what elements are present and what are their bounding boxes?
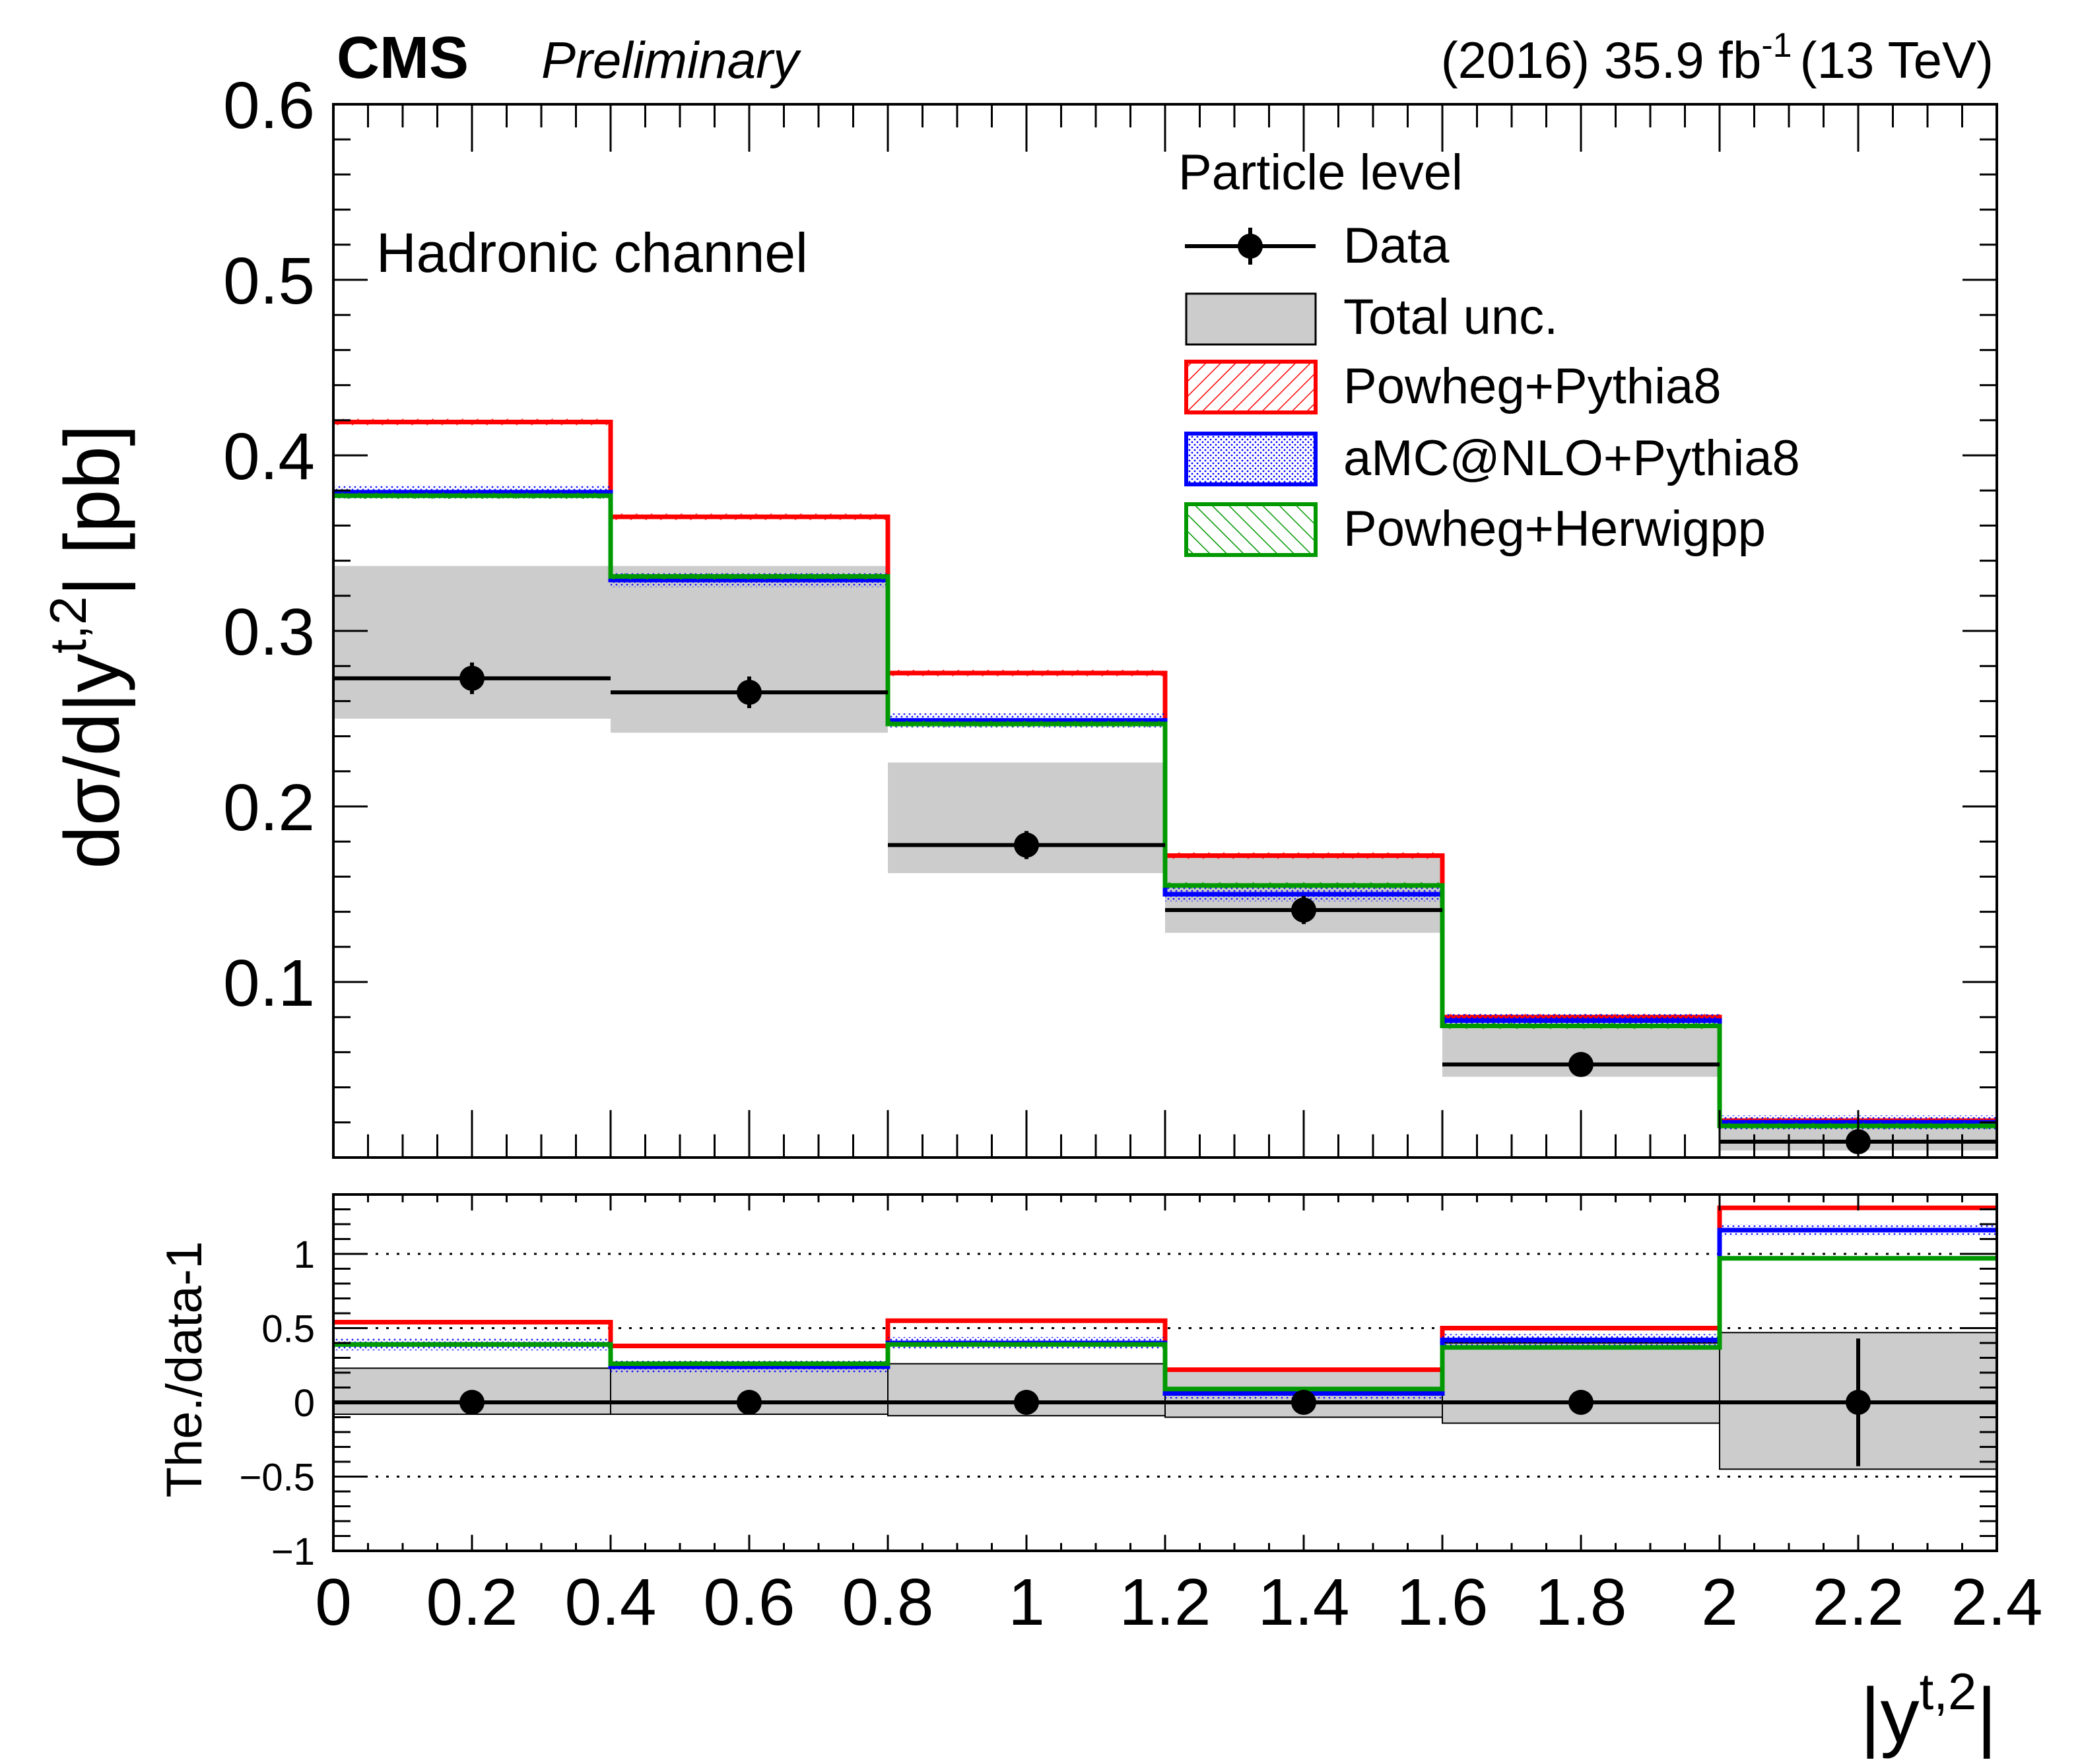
x-tick-label: 0	[315, 1565, 352, 1639]
main-y-axis-title: dσ/d|yt,2| [pb]	[39, 424, 136, 869]
main-frame	[332, 103, 1998, 1159]
y-tick-label: 0.1	[223, 946, 315, 1020]
data-point	[737, 1390, 762, 1415]
legend-label-amcatnlo-pythia8: aMC@NLO+Pythia8	[1343, 430, 1800, 486]
x-tick-label: 1.2	[1119, 1565, 1211, 1639]
legend-entry-total-unc: Total unc.	[1185, 289, 1558, 346]
x-tick-label: 0.6	[703, 1565, 795, 1639]
x-tick-label: 1.6	[1396, 1565, 1488, 1639]
legend-label-data: Data	[1343, 218, 1450, 274]
y-tick-label: −1	[271, 1530, 315, 1573]
legend-label-powheg-pythia8: Powheg+Pythia8	[1343, 358, 1722, 414]
powheg_herwigpp-line	[333, 493, 1997, 1128]
y-tick-label: 0	[294, 1382, 315, 1425]
powheg_herwigpp-line	[333, 1256, 1997, 1392]
data-point	[1014, 1390, 1039, 1415]
y-tick-label: −0.5	[240, 1456, 316, 1499]
data-point	[459, 665, 485, 691]
main-panel: 0.1 0.2 0.3 0.4 0.5 0.6	[223, 69, 1998, 1159]
x-tick-label: 0.4	[564, 1565, 656, 1639]
preliminary-label: Preliminary	[541, 31, 801, 89]
y-tick-label: 0.5	[261, 1307, 315, 1350]
legend-label-total-unc: Total unc.	[1343, 289, 1558, 345]
data-point	[1568, 1052, 1594, 1078]
legend-entry-amcatnlo-pythia8: aMC@NLO+Pythia8	[1184, 430, 1800, 486]
ratio-y-axis-title: The./data-1	[156, 1241, 213, 1498]
data-point	[737, 680, 762, 705]
y-tick-label: 0.3	[223, 595, 315, 669]
y-tick-label: 0.2	[223, 771, 315, 845]
x-tick-label: 2	[1701, 1565, 1738, 1639]
total-unc-band	[333, 566, 611, 719]
data-point	[459, 1390, 485, 1415]
ratio-panel: −1 −0.5 0 0.5 1	[240, 1193, 1998, 1573]
legend-swatch-powheg-pythia8	[1184, 360, 1318, 414]
x-tick-label: 0.2	[426, 1565, 518, 1639]
data-point	[1291, 897, 1316, 923]
legend-swatch-total-unc	[1185, 292, 1317, 346]
legend-title: Particle level	[1178, 145, 1463, 201]
legend-swatch-powheg-herwigpp	[1184, 502, 1318, 557]
legend-entry-data: Data	[1185, 218, 1450, 274]
cms-label: CMS	[337, 25, 469, 91]
y-tick-label: 0.4	[223, 420, 315, 494]
data-point	[1846, 1390, 1871, 1415]
y-tick-label: 1	[294, 1233, 315, 1276]
legend-data-marker	[1238, 234, 1263, 259]
luminosity-label: (2016) 35.9 fb-1 (13 TeV)	[1441, 26, 1994, 89]
x-axis-title: |yt,2|	[1860, 1662, 1997, 1759]
legend-label-powheg-herwigpp: Powheg+Herwigpp	[1343, 501, 1766, 557]
legend-entry-powheg-herwigpp: Powheg+Herwigpp	[1184, 501, 1766, 557]
x-tick-label: 1	[1008, 1565, 1045, 1639]
legend-swatch-amcatnlo-pythia8	[1184, 432, 1318, 486]
ratio-frame	[332, 1193, 1998, 1552]
legend-entry-powheg-pythia8: Powheg+Pythia8	[1184, 358, 1722, 414]
y-tick-label: 0.5	[223, 244, 315, 318]
hadronic-channel-annotation: Hadronic channel	[376, 222, 808, 284]
legend: Particle level Data Total unc. Powheg+Py…	[1178, 145, 1800, 557]
data-point	[1568, 1390, 1594, 1415]
data-point	[1014, 832, 1039, 858]
y-tick-label: 0.6	[223, 69, 315, 143]
x-tick-label: 2.2	[1812, 1565, 1904, 1639]
x-tick-label: 1.8	[1535, 1565, 1627, 1639]
x-tick-label: 0.8	[842, 1565, 933, 1639]
x-tick-label: 1.4	[1258, 1565, 1349, 1639]
data-point	[1291, 1390, 1316, 1415]
x-tick-label: 2.4	[1951, 1565, 2042, 1639]
